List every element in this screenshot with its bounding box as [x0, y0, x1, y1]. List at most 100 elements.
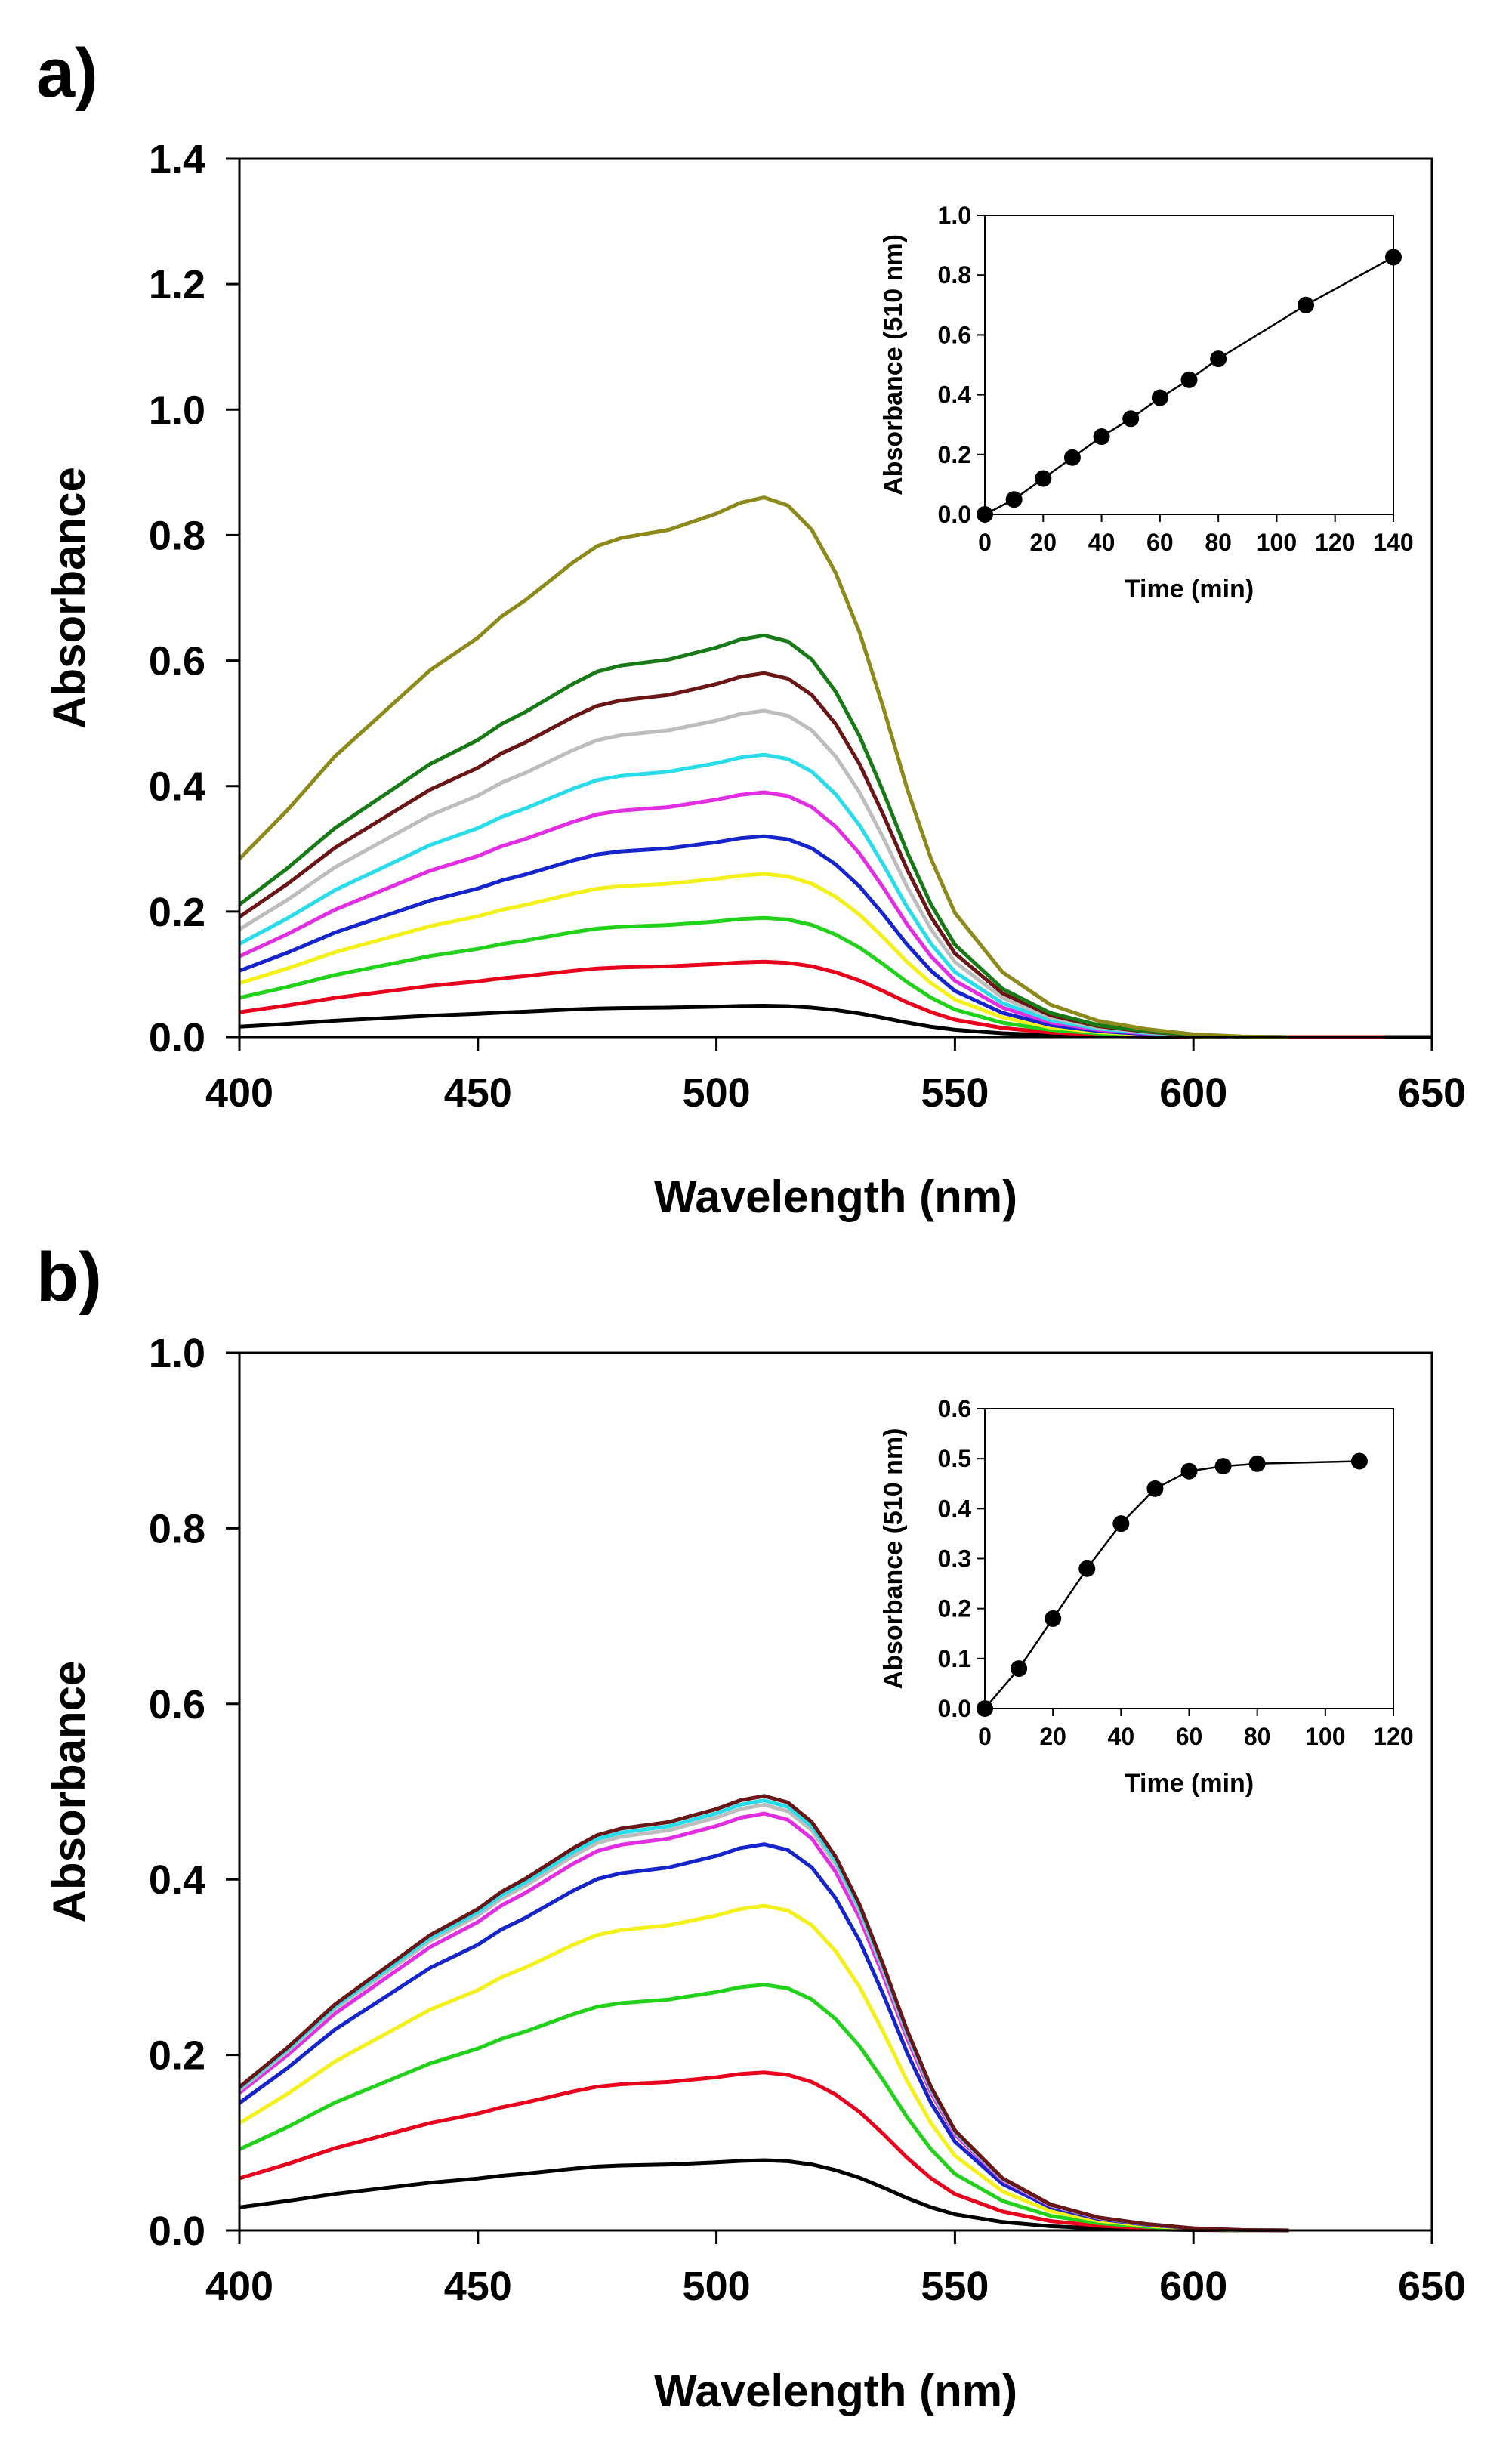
inset-x-tick-label: 100 [1305, 1723, 1345, 1750]
inset-data-point [1005, 491, 1023, 508]
inset-frame [984, 1408, 1394, 1709]
inset-y-tick-label: 0.8 [938, 261, 971, 289]
y-tick-label: 0.4 [149, 764, 205, 810]
inset-x-tick-label: 20 [1029, 529, 1057, 556]
inset-data-point [1078, 1560, 1096, 1577]
inset-x-tick-label: 80 [1205, 529, 1232, 556]
y-tick-label: 0.6 [149, 1682, 205, 1727]
x-tick-label: 400 [205, 2264, 273, 2309]
inset-y-tick-label: 0.4 [938, 1495, 972, 1522]
inset-x-tick-label: 100 [1257, 529, 1297, 556]
inset-chart: 0 20 40 60 80 100 120 140 0.0 0.2 0.4 0.6 0.8 1.0 Time… [879, 202, 1414, 604]
series-line-brown [238, 671, 1289, 1039]
series-line-red [239, 2070, 1289, 2233]
inset-x-tick-label: 120 [1315, 529, 1355, 556]
x-tick-label: 650 [1398, 1070, 1466, 1116]
inset-data-point [1093, 428, 1110, 446]
y-tick-label: 0.8 [149, 513, 205, 558]
inset-y-axis-title: Absorbance (510 nm) [879, 1428, 908, 1690]
series-line-yellow [239, 872, 1289, 1039]
inset-x-tick-label: 0 [978, 529, 992, 556]
x-tick-label: 600 [1159, 2264, 1227, 2309]
y-axis-title: Absorbance [44, 1661, 94, 1923]
inset-x-tick-label: 0 [978, 1723, 992, 1750]
panel-label: a) [36, 35, 98, 112]
series-line-black [239, 1004, 1432, 1039]
inset-data-point [1385, 249, 1402, 266]
inset-data-point [1011, 1660, 1028, 1678]
inset-frame [984, 215, 1394, 515]
inset-x-axis-title: Time (min) [1125, 1769, 1254, 1798]
x-axis-title: Wavelength (nm) [654, 2366, 1017, 2416]
x-tick-label: 400 [205, 1070, 273, 1116]
inset-x-tick-label: 20 [1039, 1723, 1066, 1750]
inset-data-point [977, 1700, 993, 1717]
inset-data-point [1180, 371, 1198, 388]
inset-y-axis-title: Absorbance (510 nm) [879, 234, 908, 495]
inset-x-tick-label: 80 [1244, 1723, 1271, 1750]
series-line-brown [238, 1794, 1289, 2233]
x-tick-label: 550 [921, 1070, 989, 1116]
series-line-blue [239, 834, 1289, 1039]
x-tick-label: 500 [683, 1070, 751, 1116]
x-tick-label: 450 [444, 1070, 512, 1116]
inset-y-tick-label: 0.1 [938, 1645, 971, 1672]
inset-x-tick-label: 140 [1373, 529, 1413, 556]
series-line-gray [238, 1802, 1289, 2233]
y-tick-label: 1.2 [149, 262, 205, 307]
inset-y-tick-label: 1.0 [938, 202, 971, 229]
inset-data-point [1112, 1515, 1130, 1533]
series-line-yellow [238, 1903, 1289, 2233]
inset-y-tick-label: 0.2 [938, 441, 971, 468]
inset-data-point [1146, 1480, 1164, 1497]
series-line-cyan [238, 752, 1289, 1039]
y-tick-label: 0.8 [149, 1506, 205, 1551]
inset-y-tick-label: 0.3 [938, 1545, 971, 1573]
series-line-dark-green [238, 633, 1289, 1039]
inset-x-tick-label: 120 [1373, 1723, 1413, 1750]
y-tick-label: 0.2 [149, 890, 205, 935]
inset-data-point [1063, 449, 1081, 466]
x-tick-label: 550 [921, 2264, 989, 2309]
series-line-olive [238, 495, 1289, 1039]
inset-y-tick-label: 0.0 [938, 1695, 971, 1722]
x-axis-title: Wavelength (nm) [654, 1172, 1017, 1222]
inset-data-point [1214, 1458, 1232, 1475]
y-tick-label: 1.0 [149, 1331, 205, 1376]
series-line-cyan [238, 1798, 1289, 2233]
y-tick-label: 1.0 [149, 387, 205, 433]
chart-panel-b: b)400 450 500 550 600 6500.00.20.40.60.81.0Wa… [36, 1239, 1466, 2416]
inset-y-tick-label: 0.6 [938, 1395, 971, 1422]
y-tick-label: 0.2 [149, 2033, 205, 2079]
y-tick-label: 0.6 [149, 639, 205, 684]
y-axis-title: Absorbance [44, 467, 94, 729]
inset-data-point [1151, 389, 1168, 406]
inset-data-point [1180, 1462, 1198, 1480]
x-tick-label: 600 [1159, 1070, 1227, 1116]
spectra [238, 1794, 1289, 2233]
inset-data-point [1210, 350, 1227, 368]
inset-y-tick-label: 0.0 [938, 501, 971, 528]
inset-data-point [1248, 1455, 1266, 1472]
inset-y-tick-label: 0.2 [938, 1595, 971, 1622]
inset-y-tick-label: 0.6 [938, 321, 971, 348]
inset-chart: 0 20 40 60 80 100 120 0.0 0.1 0.2 0.3 0.4 0.5 0.6 Time… [879, 1395, 1414, 1798]
spectra [238, 495, 1432, 1039]
x-tick-label: 450 [444, 2264, 512, 2309]
inset-data-point [1298, 296, 1315, 313]
inset-x-tick-label: 60 [1146, 529, 1174, 556]
plot-frame [238, 157, 1433, 1039]
inset-data-point [1045, 1610, 1062, 1627]
inset-x-tick-label: 40 [1088, 529, 1115, 556]
series-line-green [238, 1983, 1289, 2233]
series-line-black [239, 2158, 1289, 2233]
y-tick-label: 0.4 [149, 1857, 205, 1903]
series-line-magenta [238, 790, 1289, 1039]
inset-x-axis-title: Time (min) [1125, 575, 1254, 604]
y-tick-label: 1.4 [149, 137, 205, 182]
x-tick-label: 500 [683, 2264, 751, 2309]
inset-data-point [1122, 410, 1140, 428]
inset-y-tick-label: 0.4 [938, 381, 972, 409]
y-tick-label: 0.0 [149, 1015, 205, 1060]
y-tick-label: 0.0 [149, 2209, 205, 2254]
